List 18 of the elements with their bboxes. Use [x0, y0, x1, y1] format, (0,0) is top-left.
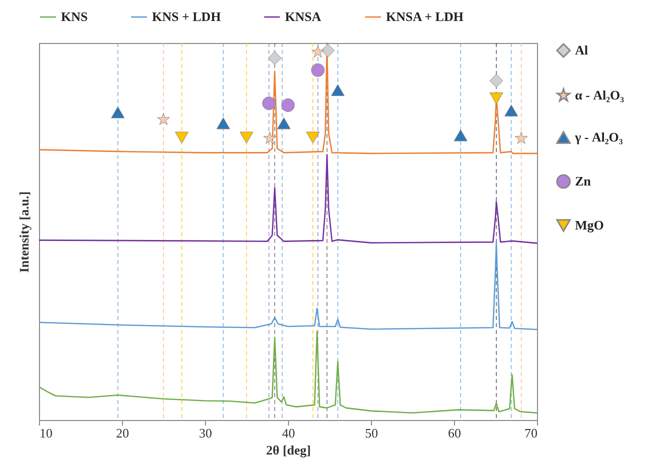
x-tick-label: 10 — [40, 426, 52, 440]
y-axis-title: Intensity [a.u.] — [16, 191, 32, 273]
legend-label: Al — [575, 42, 588, 58]
legend-label: γ - Al₂O₃ — [574, 130, 623, 144]
x-tick-label: 60 — [448, 426, 461, 440]
x-tick-label: 50 — [365, 426, 378, 440]
x-tick-label: 70 — [524, 426, 538, 440]
x-tick-label: 40 — [282, 426, 295, 440]
legend-label: Zn — [575, 174, 592, 188]
legend-label: α - Al₂O₃ — [575, 88, 624, 102]
legend-label: KNS — [61, 9, 88, 24]
legend-label: KNSA — [285, 9, 322, 24]
legend-label: MgO — [575, 218, 604, 232]
x-tick-label: 30 — [199, 426, 212, 440]
x-axis-title: 2θ [deg] — [266, 442, 311, 458]
x-tick-label: 20 — [116, 426, 129, 440]
legend-label: KNSA + LDH — [386, 9, 464, 24]
legend-label: KNS + LDH — [152, 9, 221, 24]
